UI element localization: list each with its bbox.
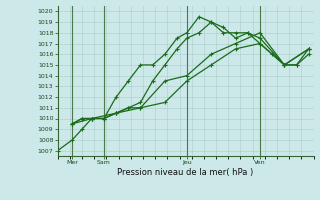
X-axis label: Pression niveau de la mer( hPa ): Pression niveau de la mer( hPa ) [117, 168, 254, 177]
